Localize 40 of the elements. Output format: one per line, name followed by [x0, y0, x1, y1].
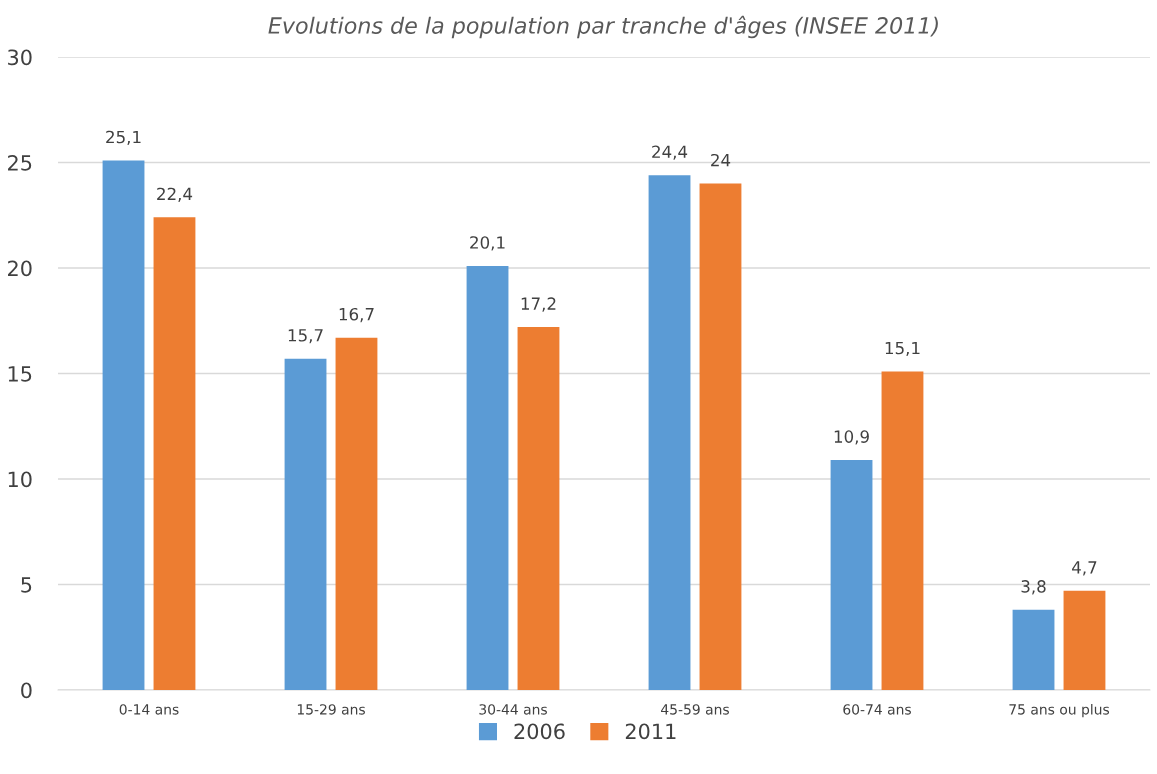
x-tick-label: 15-29 ans	[297, 704, 365, 715]
data-label: 24	[711, 153, 731, 167]
bar	[466, 265, 509, 690]
x-tick-label: 75 ans ou plus	[1009, 703, 1110, 718]
x-tick-label: 0-14 ans	[119, 704, 179, 715]
bar	[648, 175, 691, 690]
y-tick-label: 5	[21, 577, 32, 593]
chart-title: Evolutions de la population par tranche d'âges (INSEE 2011)	[268, 15, 938, 39]
x-tick-label: 60-74 ans	[843, 704, 911, 715]
bar	[881, 371, 924, 690]
bar	[699, 183, 742, 690]
data-label: 10,9	[834, 430, 869, 445]
legend-label: 2011	[625, 723, 676, 740]
bar	[335, 337, 378, 690]
data-label: 20,1	[470, 236, 505, 251]
data-label: 17,2	[521, 297, 556, 312]
y-tick-label: 30	[8, 49, 32, 66]
y-tick-label: 20	[8, 260, 32, 277]
bar	[517, 327, 560, 690]
data-label: 15,1	[885, 341, 920, 356]
data-label: 15,7	[288, 329, 323, 344]
data-label: 16,7	[339, 307, 374, 323]
bar	[1063, 590, 1106, 690]
x-tick-label: 45-59 ans	[661, 704, 729, 715]
legend-label: 2006	[514, 723, 565, 740]
data-label: 22,4	[157, 187, 193, 202]
data-label: 3,8	[1021, 580, 1046, 595]
y-tick-label: 25	[8, 154, 32, 171]
data-label: 24,4	[652, 145, 688, 160]
data-label: 4,7	[1072, 561, 1097, 576]
bar	[284, 358, 327, 690]
bar	[1012, 609, 1055, 690]
y-tick-label: 0	[21, 682, 32, 699]
y-tick-label: 15	[8, 366, 32, 382]
bar	[830, 460, 873, 690]
y-tick-label: 10	[8, 471, 32, 488]
data-label: 25,1	[106, 130, 141, 145]
x-tick-label: 30-44 ans	[479, 704, 547, 715]
bar	[153, 217, 196, 690]
bar	[102, 160, 145, 690]
